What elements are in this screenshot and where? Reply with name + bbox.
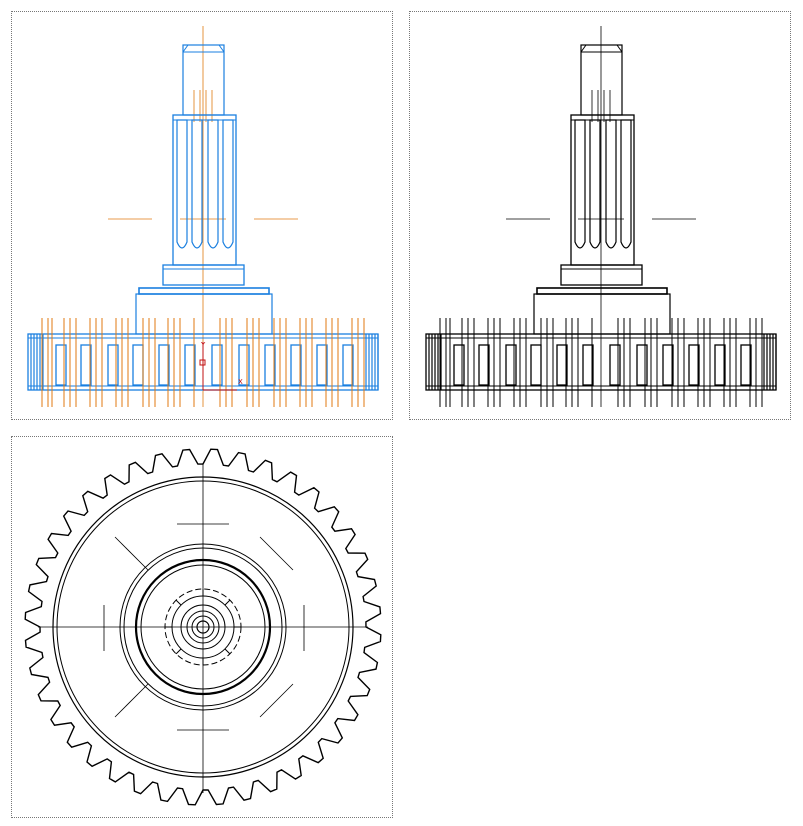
gear-tooth-profile <box>453 344 465 386</box>
viewport-front[interactable] <box>409 11 791 420</box>
gear-tooth-profile <box>609 344 621 386</box>
spline-groove <box>574 119 586 249</box>
shaft-pin-chamfer-left <box>580 44 587 53</box>
shaft-pin <box>580 44 623 116</box>
shaft-collar <box>162 264 245 286</box>
gear-tooth-profile <box>714 344 726 386</box>
gear-tooth-profile <box>107 344 119 386</box>
gear-tooth-profile <box>505 344 517 386</box>
viewport-top[interactable] <box>11 436 393 818</box>
spline-groove <box>176 119 188 249</box>
gear-tooth-profile <box>238 344 250 386</box>
gear-tooth-profile <box>530 344 542 386</box>
spline-shaft <box>172 114 237 266</box>
shaft-pin-chamfer-right <box>616 44 623 53</box>
spline-groove <box>589 119 601 249</box>
hub-body <box>533 293 671 335</box>
spline-groove <box>207 119 219 249</box>
gear-tooth-profile <box>158 344 170 386</box>
gear-tooth-profile <box>132 344 144 386</box>
gear-tooth-profile <box>264 344 276 386</box>
gear-tooth-profile <box>290 344 302 386</box>
diag-mark-bl <box>114 683 149 718</box>
gear-tooth-profile <box>582 344 594 386</box>
hub-body <box>135 293 273 335</box>
spline-tooth-mark <box>224 648 231 655</box>
gear-tooth-profile <box>478 344 490 386</box>
spline-tooth-mark <box>224 599 231 606</box>
hub-flange <box>138 287 270 295</box>
spline-groove <box>620 119 632 249</box>
top-view-gear-drawing[interactable] <box>12 437 392 817</box>
spline-groove <box>605 119 617 249</box>
shaft-pin-chamfer-left <box>182 44 189 53</box>
spline-tooth-mark <box>175 599 182 606</box>
front-view-drawing[interactable] <box>410 12 790 419</box>
gear-tooth-profile <box>316 344 328 386</box>
gear-tooth-profile <box>636 344 648 386</box>
gear-tooth-profile <box>211 344 223 386</box>
diag-mark-br <box>259 683 294 718</box>
shaft-collar <box>560 264 643 286</box>
viewport-front-selected[interactable]: Y X <box>11 11 393 420</box>
triad-origin-marker <box>199 359 206 366</box>
gear-tooth-profile <box>662 344 674 386</box>
shaft-pin-chamfer-right <box>218 44 225 53</box>
gear-tooth-profile <box>80 344 92 386</box>
spline-shaft <box>570 114 635 266</box>
diag-mark-tl <box>114 536 149 571</box>
diag-mark-tr <box>259 536 294 571</box>
gear-tooth-profile <box>740 344 752 386</box>
hub-flange <box>536 287 668 295</box>
triad-x-label: X <box>238 378 243 386</box>
shaft-pin <box>182 44 225 116</box>
spline-groove <box>191 119 203 249</box>
triad-y-label: Y <box>201 341 206 349</box>
gear-tooth-profile <box>184 344 196 386</box>
spline-tooth-mark <box>175 648 182 655</box>
front-view-selected-drawing[interactable] <box>12 12 392 419</box>
spline-groove <box>222 119 234 249</box>
gear-tooth-profile <box>55 344 67 386</box>
gear-tooth-profile <box>556 344 568 386</box>
gear-tooth-profile <box>688 344 700 386</box>
gear-tooth-profile <box>342 344 354 386</box>
